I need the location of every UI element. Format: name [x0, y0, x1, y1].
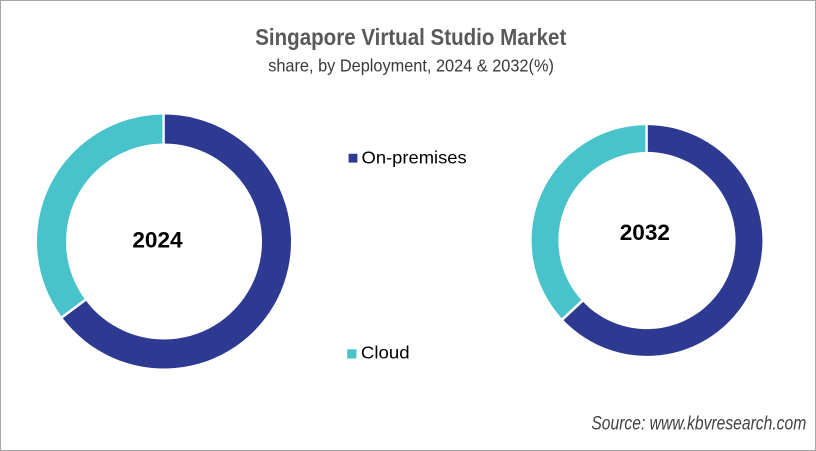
svg-text:Singapore Virtual Studio Marke: Singapore Virtual Studio Market	[255, 24, 566, 50]
svg-text:Cloud: Cloud	[361, 342, 410, 363]
svg-text:2024: 2024	[132, 227, 183, 252]
svg-text:share, by Deployment, 2024 & 2: share, by Deployment, 2024 & 2032(%)	[268, 55, 554, 76]
svg-text:2032: 2032	[620, 220, 670, 245]
svg-text:Source: www.kbvresearch.com: Source: www.kbvresearch.com	[591, 412, 806, 434]
svg-text:On-premises: On-premises	[362, 147, 467, 167]
